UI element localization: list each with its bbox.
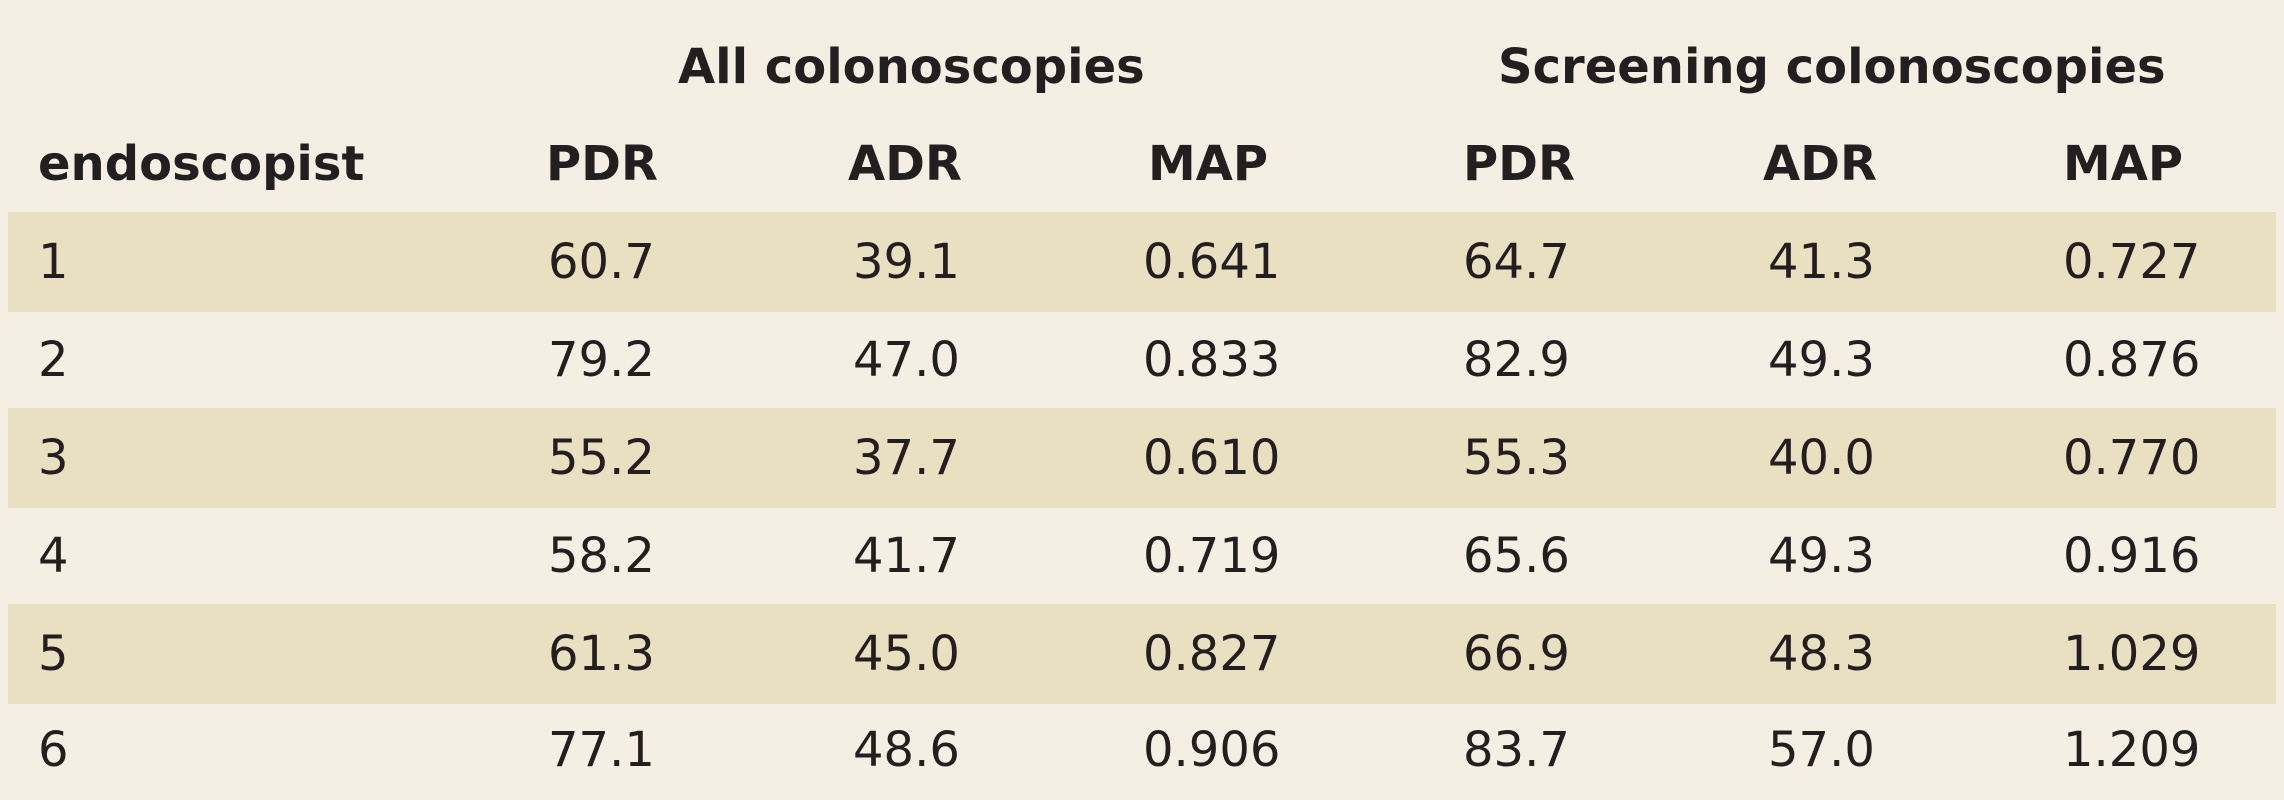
column-header-adr-screening: ADR	[1763, 136, 1877, 192]
column-header-map-screening: MAP	[2063, 136, 2184, 192]
cell-map-screening: 1.209	[2063, 722, 2201, 778]
cell-adr-all: 39.1	[853, 234, 960, 290]
table-row: 2 79.2 47.0 0.833 82.9 49.3 0.876	[8, 310, 2276, 410]
table-row: 1 60.7 39.1 0.641 64.7 41.3 0.727	[8, 212, 2276, 312]
cell-pdr-screening: 82.9	[1463, 332, 1570, 388]
cell-pdr-screening: 66.9	[1463, 626, 1570, 682]
cell-adr-screening: 40.0	[1768, 430, 1875, 486]
cell-map-screening: 0.770	[2063, 430, 2201, 486]
cell-pdr-screening: 65.6	[1463, 528, 1570, 584]
column-header-endoscopist: endoscopist	[38, 136, 365, 192]
cell-endoscopist: 2	[38, 332, 69, 388]
cell-adr-screening: 57.0	[1768, 722, 1875, 778]
cell-map-screening: 0.876	[2063, 332, 2201, 388]
cell-map-screening: 1.029	[2063, 626, 2201, 682]
cell-endoscopist: 6	[38, 722, 69, 778]
table-row: 5 61.3 45.0 0.827 66.9 48.3 1.029	[8, 604, 2276, 704]
cell-pdr-screening: 83.7	[1463, 722, 1570, 778]
cell-adr-screening: 41.3	[1768, 234, 1875, 290]
table-row: 4 58.2 41.7 0.719 65.6 49.3 0.916	[8, 506, 2276, 606]
cell-adr-all: 37.7	[853, 430, 960, 486]
cell-map-all: 0.827	[1143, 626, 1281, 682]
cell-pdr-all: 58.2	[548, 528, 655, 584]
column-header-map-all: MAP	[1148, 136, 1269, 192]
cell-endoscopist: 1	[38, 234, 69, 290]
cell-adr-screening: 48.3	[1768, 626, 1875, 682]
column-header-pdr-all: PDR	[546, 136, 658, 192]
group-header-screening-colonoscopies: Screening colonoscopies	[1498, 39, 2166, 95]
cell-endoscopist: 5	[38, 626, 69, 682]
cell-map-all: 0.610	[1143, 430, 1281, 486]
table-row: 3 55.2 37.7 0.610 55.3 40.0 0.770	[8, 408, 2276, 508]
cell-adr-all: 48.6	[853, 722, 960, 778]
cell-adr-all: 45.0	[853, 626, 960, 682]
column-header-adr-all: ADR	[848, 136, 962, 192]
cell-endoscopist: 3	[38, 430, 69, 486]
cell-adr-screening: 49.3	[1768, 332, 1875, 388]
cell-pdr-all: 61.3	[548, 626, 655, 682]
column-header-pdr-screening: PDR	[1463, 136, 1575, 192]
table-row: 6 77.1 48.6 0.906 83.7 57.0 1.209	[8, 700, 2276, 800]
cell-pdr-all: 55.2	[548, 430, 655, 486]
cell-adr-screening: 49.3	[1768, 528, 1875, 584]
group-header-all-colonoscopies: All colonoscopies	[678, 39, 1145, 95]
column-header-row: endoscopist PDR ADR MAP PDR ADR MAP	[8, 114, 2276, 214]
cell-map-all: 0.833	[1143, 332, 1281, 388]
cell-pdr-all: 60.7	[548, 234, 655, 290]
cell-adr-all: 47.0	[853, 332, 960, 388]
cell-map-screening: 0.916	[2063, 528, 2201, 584]
cell-endoscopist: 4	[38, 528, 69, 584]
cell-map-screening: 0.727	[2063, 234, 2201, 290]
cell-map-all: 0.641	[1143, 234, 1281, 290]
cell-pdr-screening: 55.3	[1463, 430, 1570, 486]
cell-adr-all: 41.7	[853, 528, 960, 584]
cell-pdr-screening: 64.7	[1463, 234, 1570, 290]
cell-pdr-all: 79.2	[548, 332, 655, 388]
cell-map-all: 0.719	[1143, 528, 1281, 584]
cell-map-all: 0.906	[1143, 722, 1281, 778]
cell-pdr-all: 77.1	[548, 722, 655, 778]
